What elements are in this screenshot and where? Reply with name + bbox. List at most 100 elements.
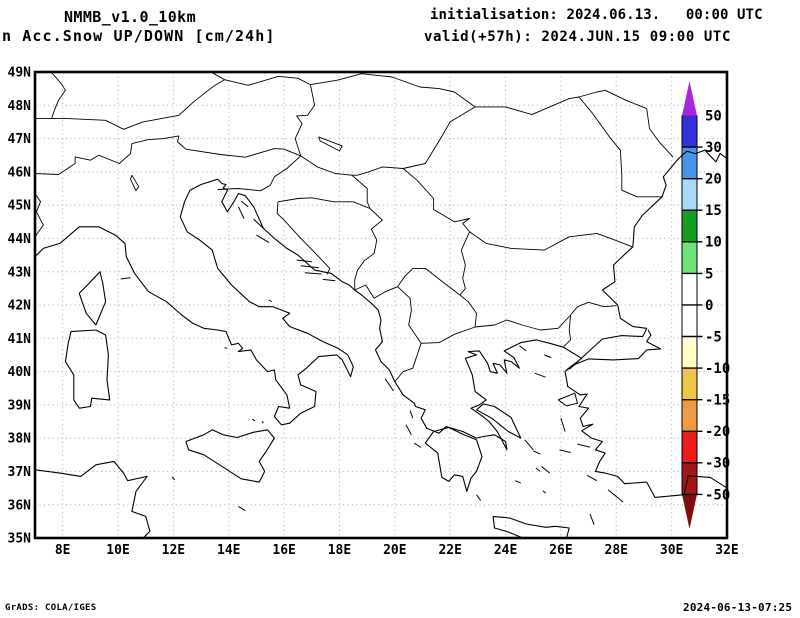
- border-path: [563, 314, 572, 347]
- colorbar-segment: [682, 399, 697, 432]
- lat-axis-label: 45N: [8, 199, 32, 214]
- island-path: [476, 494, 482, 501]
- colorbar-segment: [682, 178, 697, 211]
- lat-axis-label: 49N: [8, 66, 32, 81]
- island-path: [384, 378, 394, 392]
- render-timestamp: 2024-06-13-07:25: [683, 601, 793, 614]
- colorbar-label: 0: [705, 298, 713, 314]
- colorbar-label: -15: [705, 393, 730, 409]
- colorbar-segment: [682, 368, 697, 400]
- lat-axis-label: 40N: [8, 365, 32, 380]
- lat-axis-label: 44N: [8, 232, 32, 247]
- lon-axis-label: 8E: [55, 543, 71, 558]
- island-path: [557, 392, 578, 407]
- border-path: [294, 84, 316, 157]
- border-path: [351, 174, 371, 209]
- island-path: [560, 418, 566, 432]
- lon-axis-label: 24E: [494, 543, 517, 558]
- colorbar-above-triangle: [682, 81, 697, 116]
- lon-axis-label: 26E: [549, 543, 572, 558]
- island-path: [532, 450, 541, 455]
- border-path: [394, 286, 422, 382]
- colorbar-below-triangle: [682, 494, 697, 529]
- island-path: [607, 489, 624, 503]
- colorbar-segment: [682, 241, 697, 274]
- border-path: [578, 89, 674, 158]
- lat-axis-label: 46N: [8, 165, 32, 180]
- lon-axis-label: 10E: [106, 543, 129, 558]
- border-path: [277, 197, 371, 209]
- island-path: [253, 218, 264, 229]
- coastline-path: [35, 178, 354, 426]
- border-path: [475, 301, 617, 331]
- island-path: [240, 200, 249, 208]
- colorbar-label: 5: [705, 266, 713, 282]
- island-path: [268, 299, 272, 303]
- island-path: [237, 206, 245, 219]
- island-path: [120, 277, 131, 280]
- border-path: [217, 155, 302, 192]
- border-path: [35, 193, 44, 238]
- lon-axis-label: 32E: [715, 543, 738, 558]
- border-path: [310, 73, 476, 108]
- island-path: [535, 467, 541, 472]
- island-path: [586, 474, 598, 482]
- island-path: [405, 424, 412, 436]
- border-path: [469, 231, 633, 251]
- island-path: [542, 490, 547, 494]
- lat-axis-label: 41N: [8, 332, 32, 347]
- island-path: [524, 439, 534, 451]
- coastline-path: [564, 329, 727, 498]
- coastline-path: [185, 429, 275, 483]
- lon-axis-label: 30E: [660, 543, 683, 558]
- island-path: [296, 259, 312, 263]
- colorbar-segment: [682, 115, 697, 148]
- colorbar-segment: [682, 304, 697, 337]
- coastline-path: [221, 149, 727, 451]
- island-path: [541, 466, 551, 474]
- island-path: [256, 234, 270, 243]
- coastline-path: [476, 403, 522, 439]
- colorbar-label: 50: [705, 108, 722, 124]
- lat-axis-label: 39N: [8, 398, 32, 413]
- border-path: [50, 72, 66, 119]
- colorbar-label: -50: [705, 487, 730, 503]
- colorbar-label: 15: [705, 203, 722, 219]
- lon-axis-label: 18E: [328, 543, 351, 558]
- lake-path: [318, 136, 343, 152]
- border-path: [475, 96, 662, 198]
- grads-credit: GrADS: COLA/IGES: [5, 603, 97, 613]
- border-path: [300, 155, 404, 176]
- lon-axis-label: 22E: [438, 543, 461, 558]
- product-title: n Acc.Snow UP/DOWN [cm/24h]: [2, 27, 276, 45]
- lat-axis-label: 35N: [8, 532, 32, 547]
- island-path: [409, 410, 414, 419]
- island-path: [544, 354, 552, 359]
- lat-axis-label: 47N: [8, 132, 32, 147]
- colorbar-segment: [682, 462, 697, 495]
- lon-axis-label: 20E: [383, 543, 406, 558]
- island-path: [304, 272, 322, 275]
- island-path: [413, 442, 422, 448]
- model-title: NMMB_v1.0_10km: [64, 8, 197, 26]
- border-path: [459, 231, 471, 296]
- coastline-path: [35, 460, 151, 538]
- island-path: [589, 513, 595, 525]
- border-path: [35, 75, 311, 130]
- border-path: [35, 135, 301, 175]
- colorbar-segment: [682, 147, 697, 179]
- lat-axis-label: 37N: [8, 465, 32, 480]
- colorbar-segment: [682, 336, 697, 369]
- lon-axis-label: 14E: [217, 543, 240, 558]
- lake-path: [130, 174, 140, 192]
- colorbar-label: -10: [705, 361, 730, 377]
- lat-axis-label: 48N: [8, 99, 32, 114]
- colorbar-label: 30: [705, 140, 722, 156]
- island-path: [224, 347, 228, 349]
- lon-axis-label: 12E: [162, 543, 185, 558]
- island-path: [171, 476, 176, 481]
- border-path: [403, 106, 476, 169]
- colorbar-label: 10: [705, 235, 722, 251]
